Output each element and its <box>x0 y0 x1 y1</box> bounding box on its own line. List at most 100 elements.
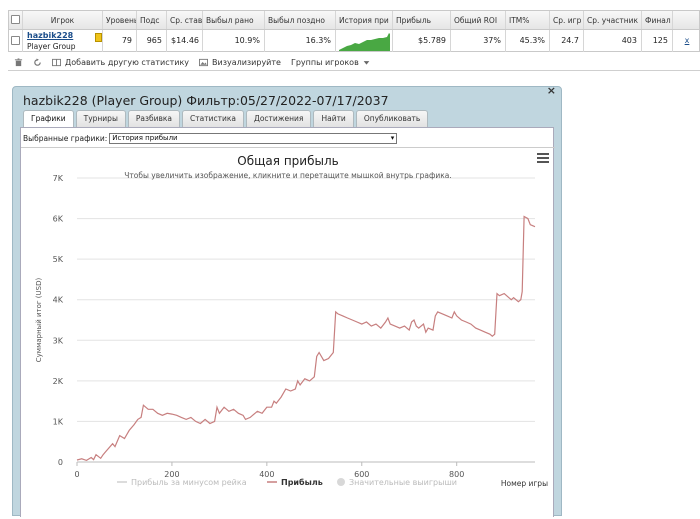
visualize-label: Визуализируйте <box>212 57 281 67</box>
divider <box>8 70 700 71</box>
chart-subtitle: Чтобы увеличить изображение, кликните и … <box>124 171 452 180</box>
panel-title: hazbik228 (Player Group) Фильтр:05/27/20… <box>23 93 389 108</box>
y-tick-label: 2K <box>53 377 64 386</box>
header-history[interactable]: История при <box>336 11 393 29</box>
cell-profit: $5.789 <box>393 30 451 52</box>
legend-item-big-wins: Значительные выигрыши <box>349 478 457 487</box>
header-avg-games[interactable]: Ср. игр <box>550 11 584 29</box>
add-stat-button[interactable]: Добавить другую статистику <box>52 58 189 67</box>
refresh-button[interactable] <box>33 57 42 67</box>
x-tick-label: 600 <box>354 470 369 479</box>
tab-achievements[interactable]: Достижения <box>245 110 312 127</box>
close-button[interactable]: × <box>546 84 556 97</box>
header-early[interactable]: Выбыл рано <box>203 11 265 29</box>
x-tick-label: 800 <box>449 470 464 479</box>
x-tick-label: 200 <box>164 470 179 479</box>
select-all-checkbox[interactable] <box>11 15 20 24</box>
table-row: hazbik228 Player Group 79 965 $14.46 10.… <box>9 30 699 52</box>
cell-early: 10.9% <box>203 30 265 52</box>
cell-roi: 37% <box>451 30 506 52</box>
cell-late: 16.3% <box>265 30 336 52</box>
chart-select-value: История прибыли <box>112 134 178 142</box>
header-player[interactable]: Игрок <box>23 11 103 29</box>
header-avg-stake[interactable]: Ср. став <box>167 11 203 29</box>
chart-select[interactable]: История прибыли ▾ <box>109 133 398 144</box>
y-tick-label: 5K <box>53 255 64 264</box>
refresh-icon <box>34 57 41 66</box>
chart-select-label: Выбранные графики: <box>23 134 108 143</box>
y-tick-label: 6K <box>53 215 64 224</box>
tab-statistics[interactable]: Статистика <box>182 110 244 127</box>
header-level[interactable]: Уровень <box>103 11 137 29</box>
table-toolbar: Добавить другую статистику Визуализируйт… <box>14 55 370 69</box>
cell-avg-games: 24.7 <box>550 30 584 52</box>
chevron-down-icon <box>363 60 370 65</box>
image-icon <box>199 58 209 66</box>
add-stat-label: Добавить другую статистику <box>65 57 190 67</box>
delete-button[interactable] <box>14 57 23 67</box>
menu-icon-bar <box>537 161 549 163</box>
row-checkbox[interactable] <box>11 36 20 45</box>
tab-publish[interactable]: Опубликовать <box>355 110 429 127</box>
trash-icon <box>14 57 23 66</box>
y-tick-label: 7K <box>53 174 64 183</box>
panel-body: Выбранные графики: История прибыли ▾ 0 1K… <box>20 127 555 518</box>
tab-breakdown[interactable]: Разбивка <box>127 110 181 127</box>
legend-item-rake: Прибыль за минусом рейка <box>131 478 247 487</box>
player-name-link[interactable]: hazbik228 <box>27 31 74 40</box>
header-actions <box>673 11 700 29</box>
cell-level: 79 <box>103 30 137 52</box>
x-tick-label: 400 <box>259 470 274 479</box>
chart-container[interactable]: 0 1K 2K 3K 4K 5K 6K 7K 0 200 400 600 800 Общая прибыл… <box>21 147 555 518</box>
add-column-icon <box>52 58 61 66</box>
cell-history-sparkline[interactable] <box>336 30 393 52</box>
x-axis-label: Номер игры <box>501 479 548 488</box>
y-axis-label: Суммарный итог (USD) <box>35 278 43 363</box>
player-cell: hazbik228 Player Group <box>23 30 103 52</box>
y-tick-label: 4K <box>53 296 64 305</box>
chart-select-row: Выбранные графики: История прибыли ▾ <box>23 133 398 144</box>
visualize-button[interactable]: Визуализируйте <box>199 58 281 67</box>
player-badge-icon <box>95 33 102 42</box>
menu-icon-bar <box>537 153 549 155</box>
cell-final: 125 <box>642 30 673 52</box>
cell-avg-stake: $14.46 <box>167 30 203 52</box>
legend-symbol-big-wins <box>337 478 345 486</box>
menu-icon-bar <box>537 157 549 159</box>
cell-count: 965 <box>137 30 167 52</box>
player-groups-dropdown[interactable]: Группы игроков <box>291 58 370 67</box>
player-groups-label: Группы игроков <box>290 57 359 67</box>
header-roi[interactable]: Общий ROI <box>451 11 506 29</box>
y-tick-label: 3K <box>53 336 64 345</box>
stats-table: Игрок Уровень Подс Ср. став Выбыл рано В… <box>8 10 700 52</box>
y-tick-label: 0 <box>58 458 63 467</box>
sparkline-area <box>339 33 390 51</box>
tab-bar: Графики Турниры Разбивка Статистика Дост… <box>23 110 429 128</box>
player-report-panel: hazbik228 (Player Group) Фильтр:05/27/20… <box>12 84 562 518</box>
tab-tournaments[interactable]: Турниры <box>75 110 126 127</box>
header-profit[interactable]: Прибыль <box>393 11 451 29</box>
x-tick-label: 0 <box>74 470 79 479</box>
chart-title: Общая прибыль <box>237 154 338 168</box>
tab-find[interactable]: Найти <box>313 110 354 127</box>
chevron-down-icon: ▾ <box>390 134 395 142</box>
cell-itm: 45.3% <box>506 30 550 52</box>
legend-item-profit: Прибыль <box>281 477 323 487</box>
header-avg-participants[interactable]: Ср. участник <box>584 11 642 29</box>
sparkline-chart <box>339 33 390 51</box>
cell-avg-participants: 403 <box>584 30 642 52</box>
profit-series-line <box>76 215 536 462</box>
header-count[interactable]: Подс <box>137 11 167 29</box>
tab-charts[interactable]: Графики <box>23 110 74 128</box>
header-final[interactable]: Финал <box>642 11 673 29</box>
player-group-label: Player Group <box>27 42 76 51</box>
header-select-all-cell <box>9 11 23 29</box>
chart-menu-button[interactable] <box>537 153 549 163</box>
y-tick-label: 1K <box>53 417 64 426</box>
header-late[interactable]: Выбыл поздно <box>265 11 336 29</box>
profit-chart[interactable]: 0 1K 2K 3K 4K 5K 6K 7K 0 200 400 600 800 Общая прибыл… <box>21 148 555 519</box>
row-select-cell <box>9 30 23 52</box>
header-itm[interactable]: ITM% <box>506 11 550 29</box>
table-header-row: Игрок Уровень Подс Ср. став Выбыл рано В… <box>9 11 699 30</box>
remove-row-link[interactable]: x <box>684 36 690 45</box>
